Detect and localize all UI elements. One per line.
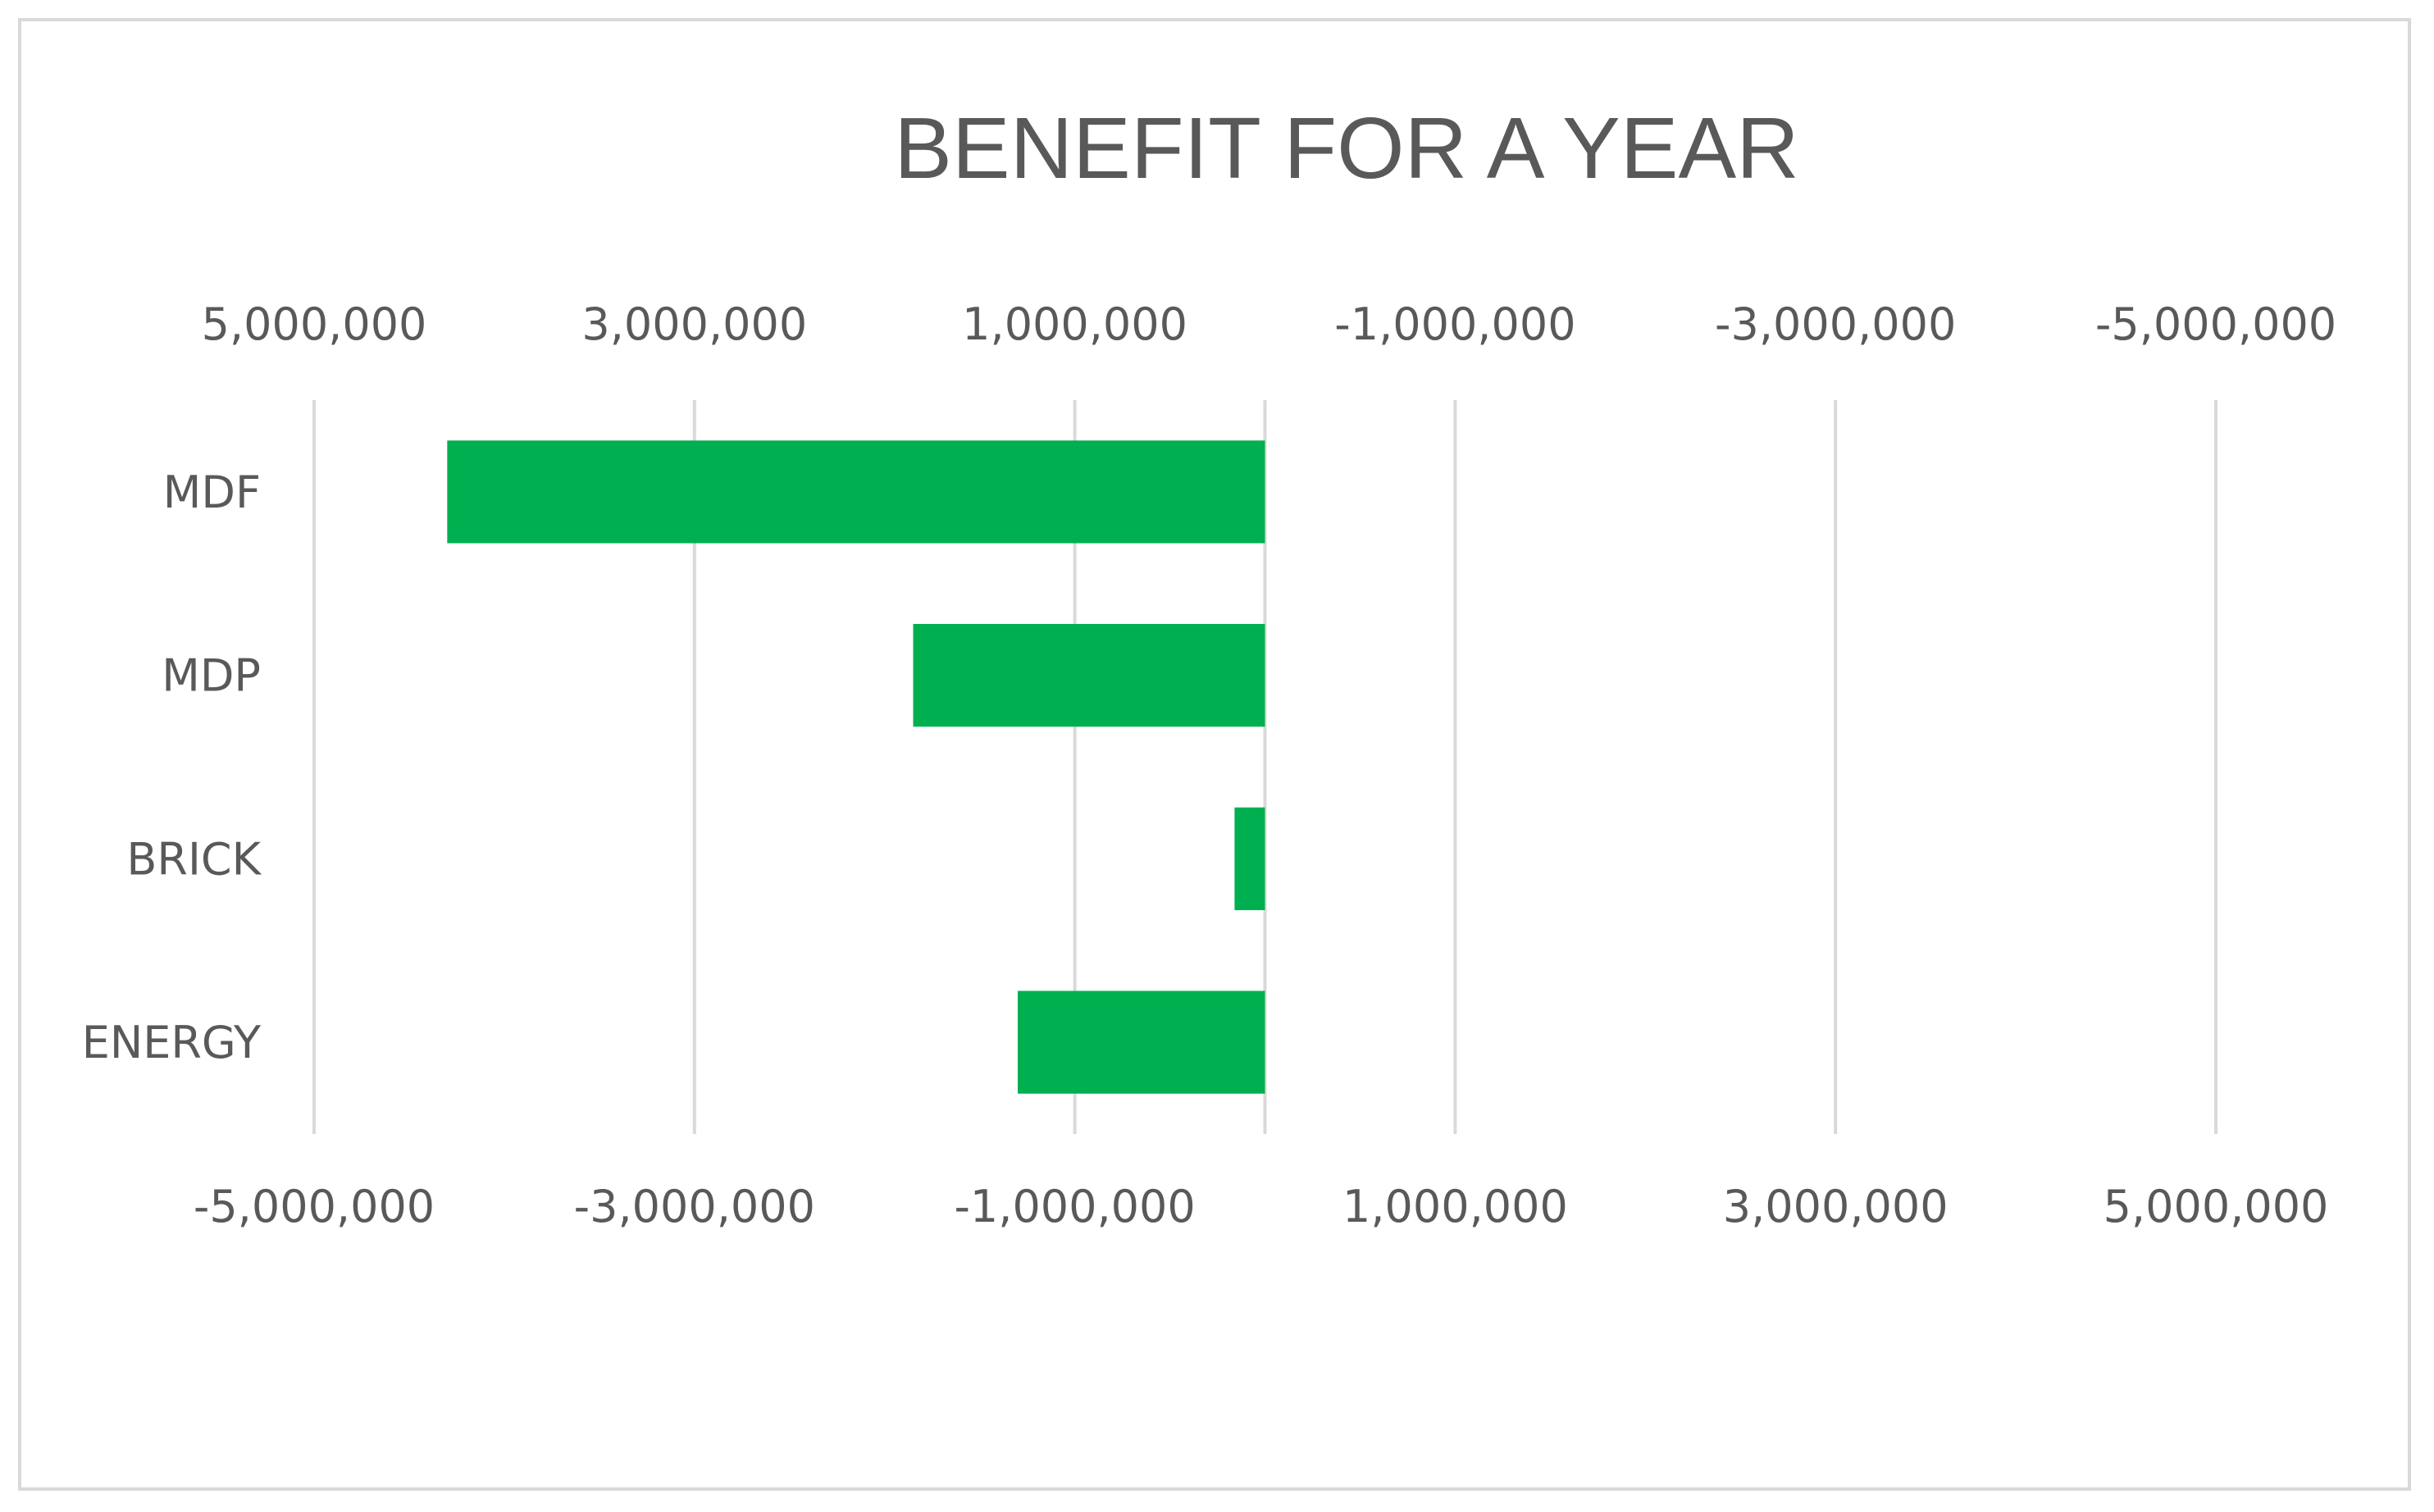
category-label: MDF — [163, 467, 261, 518]
bars — [447, 440, 1265, 1094]
tick-label: 3,000,000 — [581, 298, 807, 350]
bar-mdf — [447, 440, 1265, 544]
tick-label: 1,000,000 — [962, 298, 1187, 350]
top-axis-tick-labels: 5,000,000 3,000,000 1,000,000 -1,000,000 -3,… — [202, 298, 2337, 350]
bottom-axis-tick-labels: -5,000,000 -3,000,000 -1,000,000 1,000,000 3… — [194, 1181, 2329, 1232]
tick-label: -1,000,000 — [954, 1181, 1195, 1232]
tick-label: -3,000,000 — [574, 1181, 815, 1232]
category-label: BRICK — [126, 833, 262, 885]
tick-label: -5,000,000 — [2095, 298, 2336, 350]
category-label: ENERGY — [82, 1017, 262, 1068]
chart-area — [18, 18, 2411, 1491]
tick-label: 5,000,000 — [202, 298, 427, 350]
tick-label: 1,000,000 — [1342, 1181, 1568, 1232]
tick-label: -1,000,000 — [1334, 298, 1575, 350]
tick-label: 3,000,000 — [1723, 1181, 1949, 1232]
bar-brick — [1234, 807, 1265, 911]
bar-mdp — [913, 623, 1265, 727]
bar-energy — [1018, 991, 1265, 1094]
chart-title: BENEFIT FOR A YEAR — [894, 100, 1799, 197]
category-axis-labels: MDF MDP BRICK ENERGY — [82, 467, 262, 1068]
tick-label: -3,000,000 — [1715, 298, 1956, 350]
category-label: MDP — [162, 650, 261, 702]
tick-label: -5,000,000 — [194, 1181, 435, 1232]
tick-label: 5,000,000 — [2104, 1181, 2329, 1232]
